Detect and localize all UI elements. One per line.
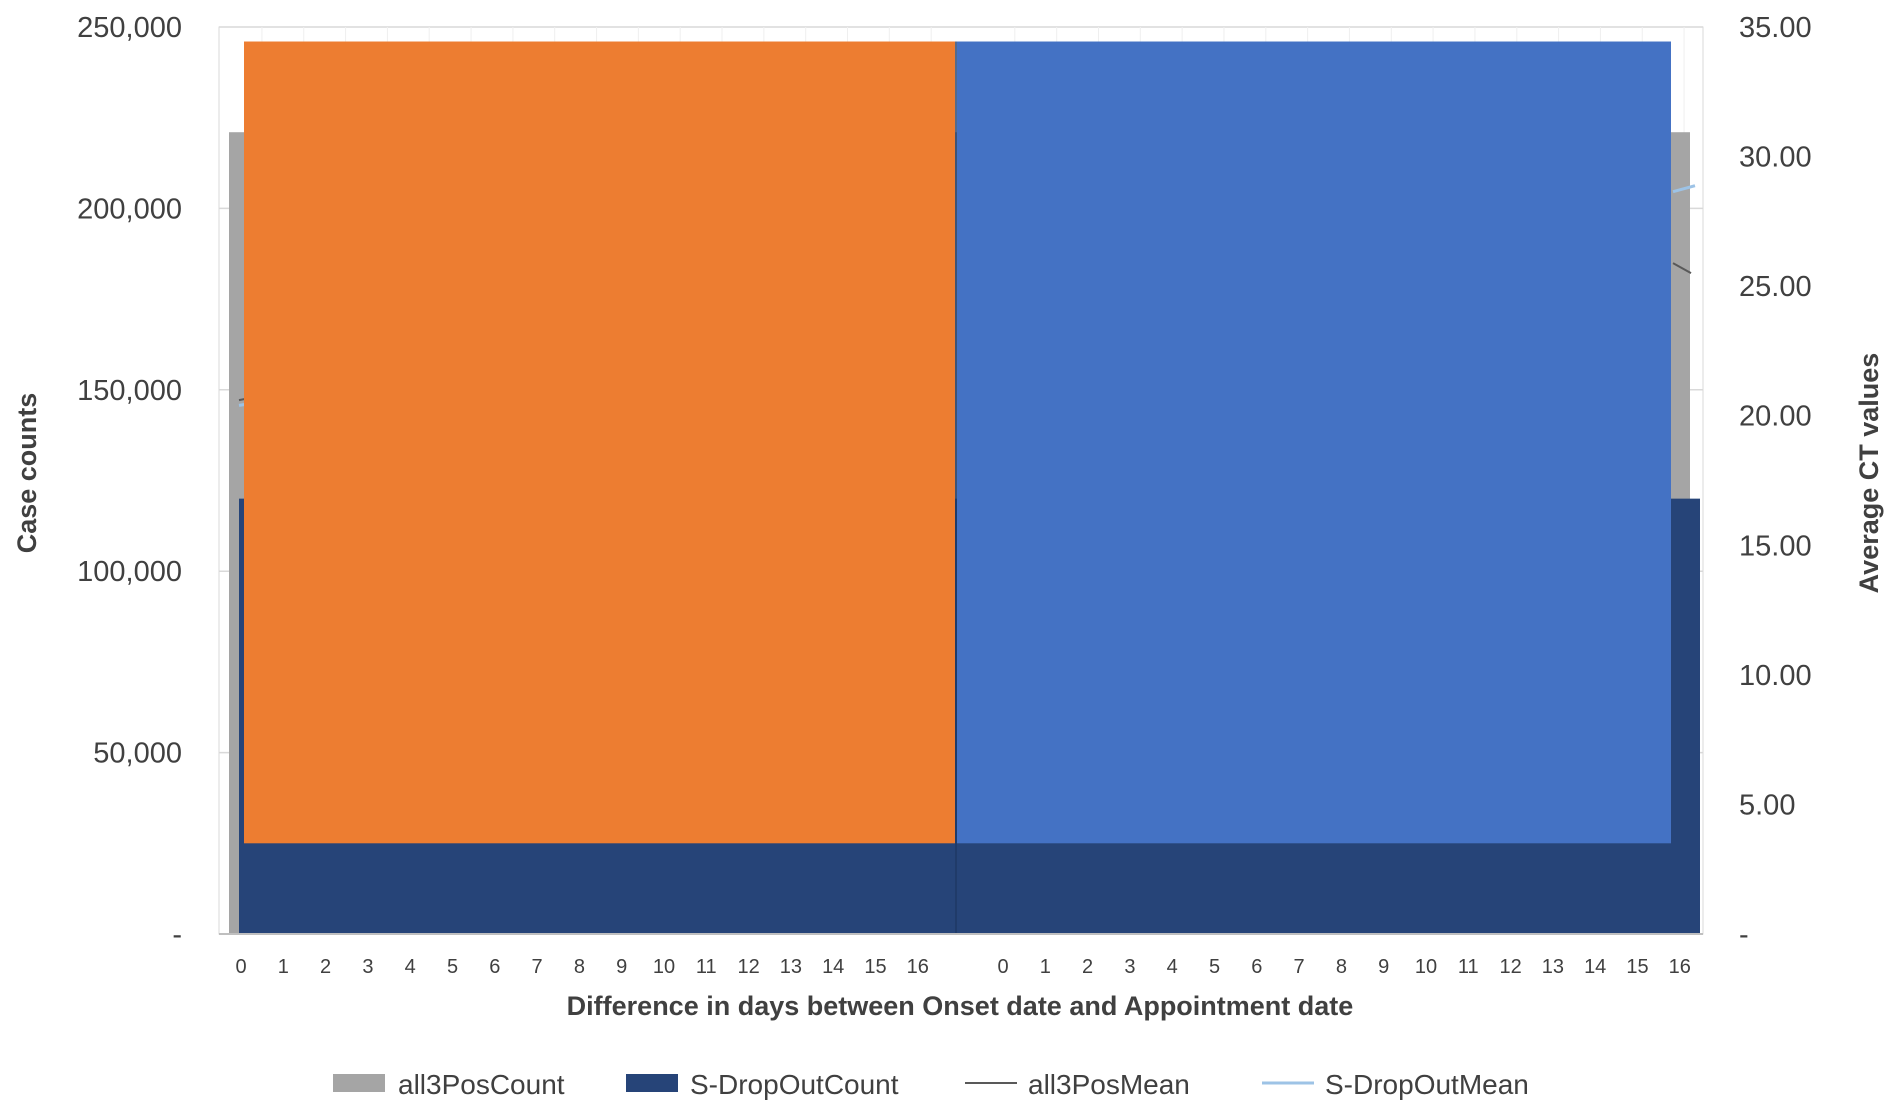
x-tick-label: 8 — [574, 956, 585, 978]
x-tick-label: 6 — [489, 956, 500, 978]
x-tick-label: 7 — [532, 956, 543, 978]
y-tick-right-label: 30.00 — [1739, 142, 1812, 174]
S-DropOutMean-line-end — [1672, 184, 1696, 194]
y-axis-left-title: Case counts — [12, 393, 42, 554]
x-tick-label: 3 — [362, 956, 373, 978]
legend-label-S-DropOutMean: S-DropOutMean — [1325, 1069, 1529, 1100]
x-tick-label: 2 — [320, 956, 331, 978]
x-tick-label: 10 — [653, 956, 675, 978]
x-tick-label: 14 — [1584, 956, 1606, 978]
x-tick-label: 4 — [1167, 956, 1178, 978]
y-tick-right-label: 10.00 — [1739, 660, 1812, 692]
x-tick-label: 16 — [907, 956, 929, 978]
y-tick-left-label: - — [172, 919, 182, 951]
y-tick-right-label: 5.00 — [1739, 789, 1795, 821]
x-tick-label: 9 — [1378, 956, 1389, 978]
x-tick-label: 13 — [1542, 956, 1564, 978]
x-axis-title: Difference in days between Onset date an… — [567, 991, 1354, 1021]
x-tick-label: 3 — [1124, 956, 1135, 978]
y-tick-right-label: 35.00 — [1739, 12, 1812, 44]
x-tick-label: 4 — [405, 956, 416, 978]
y-tick-left-label: 50,000 — [93, 738, 182, 770]
y-axis-right-title: Average CT values — [1854, 353, 1884, 594]
x-tick-label: 11 — [696, 956, 717, 978]
legend-swatch-S-DropOutCount — [626, 1074, 678, 1092]
x-tick-label: 13 — [780, 956, 802, 978]
y-tick-left-label: 150,000 — [77, 375, 182, 407]
legend-label-all3PosMean: all3PosMean — [1028, 1069, 1190, 1100]
x-tick-label: 11 — [1458, 956, 1479, 978]
x-tick-label: 0 — [997, 956, 1008, 978]
y-tick-right-label: - — [1739, 919, 1749, 951]
y-tick-left-label: 100,000 — [77, 556, 182, 588]
x-tick-label: 16 — [1669, 956, 1691, 978]
x-tick-label: 9 — [616, 956, 627, 978]
y-tick-right-label: 15.00 — [1739, 530, 1812, 562]
all3PosMean-line-end — [1672, 262, 1692, 275]
x-tick-label: 2 — [1082, 956, 1093, 978]
x-tick-label: 7 — [1294, 956, 1305, 978]
x-tick-label: 6 — [1251, 956, 1262, 978]
x-tick-label: 5 — [1209, 956, 1220, 978]
legend-label-all3PosCount: all3PosCount — [398, 1069, 565, 1100]
overlay-block-orange — [244, 41, 955, 844]
x-tick-label: 14 — [822, 956, 844, 978]
x-tick-label: 5 — [447, 956, 458, 978]
y-tick-left-label: 250,000 — [77, 12, 182, 44]
x-tick-label: 15 — [1626, 956, 1648, 978]
x-tick-label: 0 — [235, 956, 246, 978]
x-tick-label: 1 — [1040, 956, 1051, 978]
y-tick-left-label: 200,000 — [77, 193, 182, 225]
x-tick-label: 15 — [864, 956, 886, 978]
x-tick-label: 8 — [1336, 956, 1347, 978]
x-tick-label: 1 — [278, 956, 289, 978]
x-tick-label: 12 — [737, 956, 759, 978]
legend-label-S-DropOutCount: S-DropOutCount — [690, 1069, 899, 1100]
y-tick-right-label: 20.00 — [1739, 401, 1812, 433]
x-tick-label: 10 — [1415, 956, 1437, 978]
legend-swatch-all3PosCount — [333, 1074, 385, 1092]
overlay-block-blue — [957, 41, 1671, 844]
x-tick-label: 12 — [1499, 956, 1521, 978]
y-tick-right-label: 25.00 — [1739, 271, 1812, 303]
